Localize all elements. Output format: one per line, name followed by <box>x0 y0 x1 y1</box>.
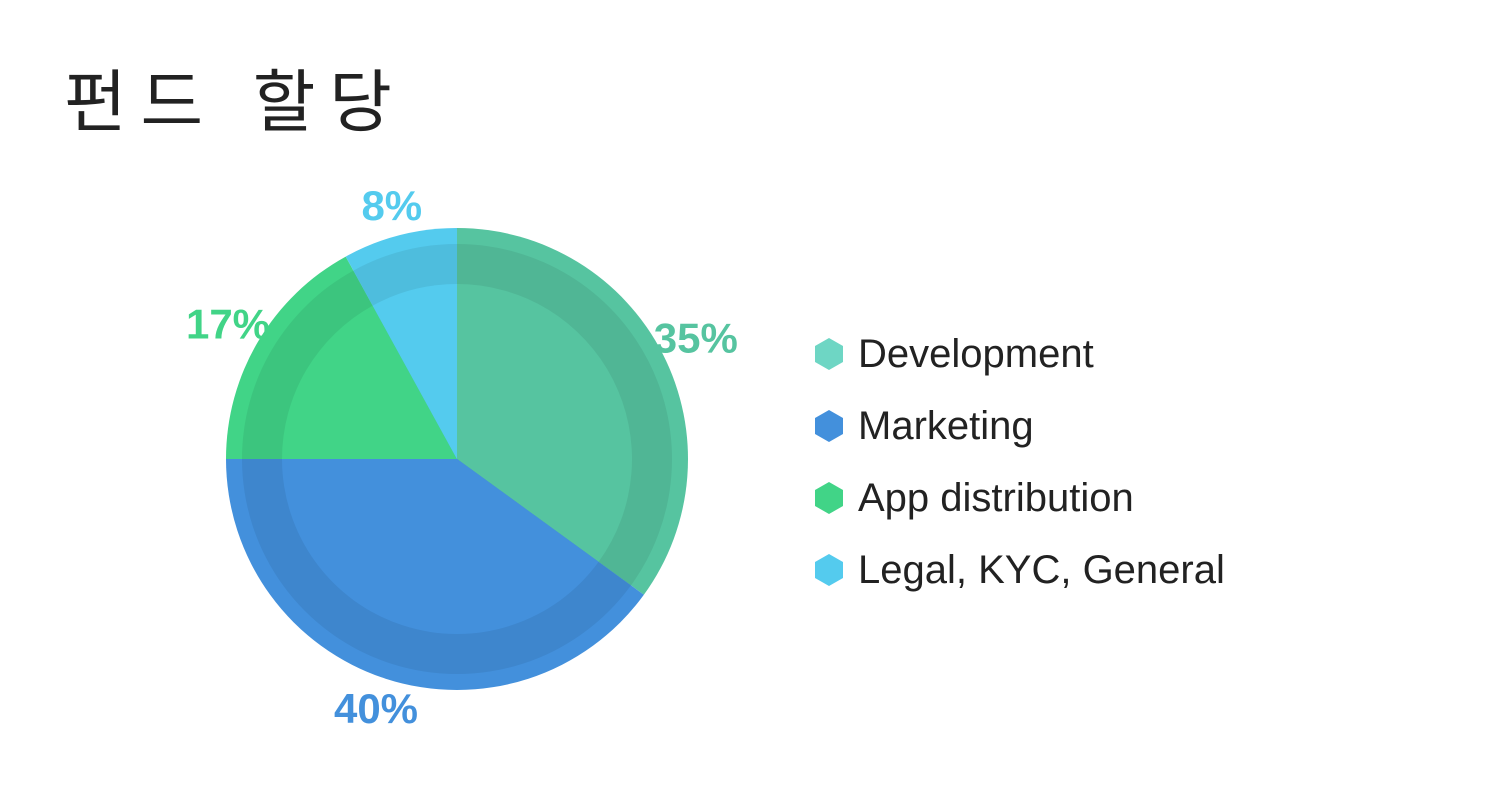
page-title: 펀드 할당 <box>64 64 406 143</box>
legend-label: Marketing <box>858 403 1034 448</box>
legend-item-marketing: Marketing <box>812 390 1225 462</box>
pie-slice-inner-development <box>457 284 633 562</box>
pie-slice-inner-legal-kyc-general <box>372 284 457 459</box>
data-label-marketing: 40% <box>334 685 418 732</box>
pie-slice-inner-marketing <box>282 459 599 635</box>
legend-item-development: Development <box>812 318 1225 390</box>
data-label-legal-kyc-general: 8% <box>361 182 422 229</box>
hexagon-icon <box>815 554 843 586</box>
legend-label: Legal, KYC, General <box>858 547 1225 592</box>
hexagon-icon <box>815 338 843 370</box>
data-label-development: 35% <box>654 314 738 361</box>
pie-slice-inner-app-distribution <box>282 305 457 459</box>
data-label-app-distribution: 17% <box>186 301 270 348</box>
hexagon-icon <box>815 410 843 442</box>
legend-label: App distribution <box>858 475 1134 520</box>
legend-item-legal-kyc-general: Legal, KYC, General <box>812 534 1225 606</box>
hexagon-icon <box>815 482 843 514</box>
legend-label: Development <box>858 331 1094 376</box>
legend-item-app-distribution: App distribution <box>812 462 1225 534</box>
legend: Development Marketing App distribution L… <box>812 318 1225 606</box>
